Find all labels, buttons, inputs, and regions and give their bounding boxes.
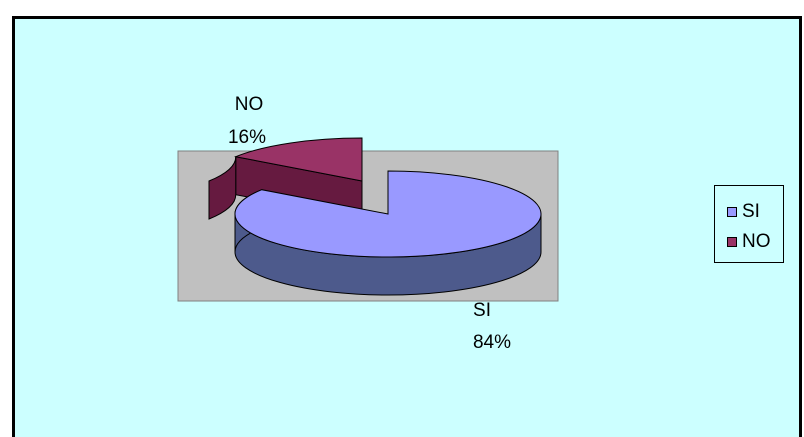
legend-swatch-si: [727, 207, 737, 217]
pie-slices: [208, 137, 542, 296]
legend-item-no: NO: [727, 230, 771, 254]
data-label-no-name: NO: [235, 94, 264, 115]
data-label-si-percent: 84%: [473, 332, 511, 353]
legend-label-no: NO: [742, 231, 771, 252]
pie-slice-si: [234, 170, 542, 258]
data-label-si-name: SI: [473, 300, 491, 321]
chart-area: [12, 16, 802, 437]
pie-slice-no-side-front: [208, 156, 237, 220]
data-label-no-percent: 16%: [228, 127, 266, 148]
legend-label-si: SI: [742, 201, 760, 222]
legend-item-si: SI: [727, 200, 760, 224]
pie-slice-no: [234, 137, 363, 182]
chart-legend: SI NO: [714, 185, 784, 263]
legend-swatch-no: [727, 237, 737, 247]
